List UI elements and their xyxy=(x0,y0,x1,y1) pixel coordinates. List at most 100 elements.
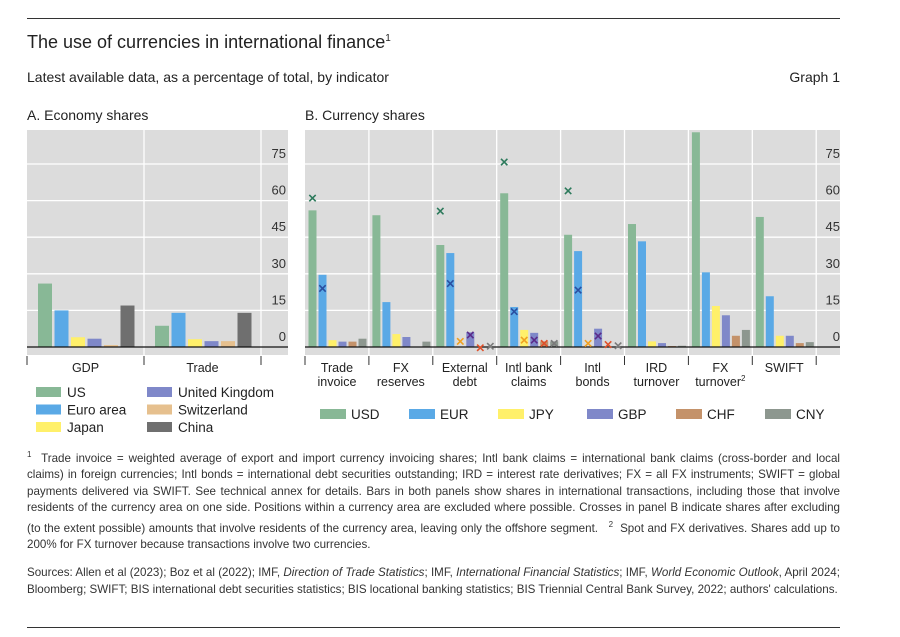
top-rule xyxy=(27,18,840,19)
cross-marker-gbp xyxy=(466,331,475,339)
y-tick-label: 0 xyxy=(279,329,286,344)
bar-united-kingdom xyxy=(87,338,102,347)
cross-marker-eur xyxy=(318,284,327,293)
bar-switzerland xyxy=(221,341,235,347)
bar-gbp xyxy=(594,328,603,347)
bar-gbp xyxy=(785,335,794,347)
category-label: Trade xyxy=(186,361,218,375)
y-tick-label: 45 xyxy=(826,219,840,234)
legend-swatch-jpy xyxy=(498,409,524,419)
bar-us xyxy=(38,283,52,347)
legend-label: JPY xyxy=(529,407,554,422)
bottom-rule xyxy=(27,627,840,628)
y-tick-label: 30 xyxy=(826,256,840,271)
legend-label: United Kingdom xyxy=(178,385,274,400)
footnote-2: Spot and FX derivatives. Shares add up t… xyxy=(27,521,840,552)
bar-jpy xyxy=(392,334,401,347)
cross-marker-usd xyxy=(500,158,508,166)
category-label: bonds xyxy=(576,375,610,389)
y-tick-label: 45 xyxy=(272,219,286,234)
bar-usd xyxy=(691,132,700,347)
legend-label: Japan xyxy=(67,420,104,435)
sources-title: World Economic Outlook xyxy=(650,566,779,579)
cross-marker-usd xyxy=(436,207,445,215)
bar-usd xyxy=(628,224,636,347)
legend-label: CNY xyxy=(796,407,825,422)
bar-usd xyxy=(436,245,445,347)
plot-background xyxy=(305,130,840,355)
legend-swatch-japan xyxy=(36,422,61,432)
footnote-2-mark: 2 xyxy=(608,519,614,529)
bar-jpy xyxy=(328,340,337,347)
bar-usd xyxy=(308,210,317,347)
cross-marker-gbp xyxy=(530,336,538,344)
legend-label: China xyxy=(178,420,214,435)
bar-eur xyxy=(701,272,710,347)
cross-marker-cny xyxy=(614,342,622,350)
cross-marker-chf xyxy=(604,340,612,349)
legend-label: USD xyxy=(351,407,380,422)
cross-marker-jpy xyxy=(520,336,528,344)
category-label: Intl xyxy=(584,361,601,375)
bar-eur xyxy=(510,306,519,347)
bar-japan xyxy=(188,339,202,347)
bar-chf xyxy=(795,343,804,347)
footnotes: 1 Trade invoice = weighted average of ex… xyxy=(27,447,840,554)
footnote-1-mark: 1 xyxy=(27,450,32,459)
bar-eur xyxy=(638,241,646,347)
y-tick-label: 60 xyxy=(826,183,840,198)
cross-marker-cny xyxy=(486,342,495,351)
bar-eur xyxy=(446,253,455,347)
category-label: GDP xyxy=(72,361,99,375)
y-tick-label: 60 xyxy=(272,183,286,198)
legend-swatch-gbp xyxy=(587,409,613,419)
y-tick-label: 30 xyxy=(272,256,286,271)
cross-marker-chf xyxy=(476,343,485,352)
category-label: claims xyxy=(511,375,546,389)
category-label: debt xyxy=(453,375,478,389)
title-text: The use of currencies in international f… xyxy=(27,32,386,52)
bar-jpy xyxy=(648,341,656,347)
legend-swatch-us xyxy=(36,387,61,397)
legend-label: Switzerland xyxy=(178,403,248,418)
cross-marker-gbp xyxy=(594,332,602,340)
category-footnote-mark: 2 xyxy=(741,374,746,383)
bar-united-kingdom xyxy=(204,341,219,347)
legend-swatch-eur xyxy=(409,409,435,419)
bar-cny xyxy=(358,338,367,347)
legend-label: US xyxy=(67,385,86,400)
bar-jpy xyxy=(775,335,784,347)
bar-china xyxy=(120,305,135,347)
category-label: turnover xyxy=(634,375,680,389)
category-label: reserves xyxy=(377,375,425,389)
y-tick-label: 15 xyxy=(272,292,286,307)
graph-label: Graph 1 xyxy=(789,69,840,85)
bar-usd xyxy=(564,234,573,347)
category-label: IRD xyxy=(646,361,668,375)
bar-eur xyxy=(318,274,327,347)
sources-text: Sources: Allen et al (2023); Boz et al (… xyxy=(27,566,284,579)
legend-swatch-switzerland xyxy=(147,404,172,415)
bar-usd xyxy=(500,193,509,347)
legend-label: CHF xyxy=(707,407,735,422)
footnote-1: Trade invoice = weighted average of expo… xyxy=(27,451,840,535)
bar-eur xyxy=(382,302,391,347)
legend-swatch-chf xyxy=(676,409,702,419)
y-tick-label: 0 xyxy=(833,329,840,344)
subtitle: Latest available data, as a percentage o… xyxy=(27,69,389,85)
sources-text: ; IMF, xyxy=(619,566,651,579)
category-label: Intl bank xyxy=(505,361,553,375)
legend-swatch-usd xyxy=(320,409,346,419)
sources: Sources: Allen et al (2023); Boz et al (… xyxy=(27,565,840,598)
cross-marker-cny xyxy=(550,339,558,348)
panel-b-title: B. Currency shares xyxy=(305,107,425,123)
title-footnote-mark: 1 xyxy=(385,33,391,44)
bar-jpy xyxy=(711,306,720,347)
bar-switzerland xyxy=(104,345,118,347)
bar-cny xyxy=(422,341,431,347)
cross-marker-usd xyxy=(308,194,317,202)
bar-cny xyxy=(805,342,814,347)
legend-label: EUR xyxy=(440,407,469,422)
sources-title: International Financial Statistics xyxy=(456,566,620,579)
